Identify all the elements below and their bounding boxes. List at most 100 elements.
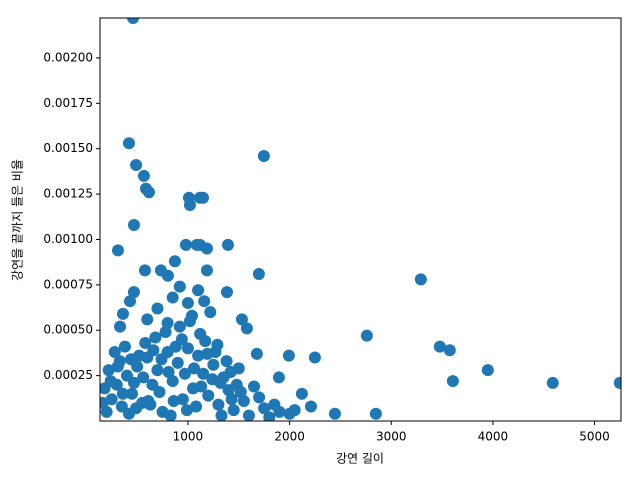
point: [100, 405, 113, 418]
point: [162, 365, 175, 378]
point: [173, 280, 186, 293]
point: [138, 264, 151, 277]
point: [237, 395, 250, 408]
point: [197, 367, 210, 380]
point: [161, 316, 174, 329]
point: [127, 18, 140, 24]
point: [186, 309, 199, 322]
point: [181, 342, 194, 355]
point: [161, 269, 174, 282]
point: [220, 286, 233, 299]
point: [200, 242, 213, 255]
y-tick-label: 0.00125: [43, 187, 93, 201]
point: [111, 244, 124, 257]
point: [308, 351, 321, 364]
point: [178, 367, 191, 380]
point: [130, 402, 143, 415]
point: [258, 402, 271, 415]
point: [155, 353, 168, 366]
point: [166, 291, 179, 304]
point: [100, 396, 109, 409]
point: [183, 198, 196, 211]
point: [190, 400, 203, 413]
x-tick-label: 4000: [478, 430, 509, 444]
point: [227, 404, 240, 417]
point: [613, 376, 621, 389]
point: [200, 264, 213, 277]
point: [181, 297, 194, 310]
point: [211, 338, 224, 351]
point: [126, 387, 139, 400]
point: [282, 349, 295, 362]
point: [176, 393, 189, 406]
point: [248, 380, 261, 393]
x-tick-label: 3000: [376, 430, 407, 444]
point: [116, 307, 129, 320]
point: [221, 238, 234, 251]
point: [414, 273, 427, 286]
point: [235, 313, 248, 326]
point: [225, 393, 238, 406]
y-tick-label: 0.00100: [43, 232, 93, 246]
point: [192, 284, 205, 297]
x-tick-label: 2000: [274, 430, 305, 444]
point: [168, 255, 181, 268]
point: [137, 169, 150, 182]
point: [220, 355, 233, 368]
point: [192, 349, 205, 362]
point: [272, 371, 285, 384]
point: [188, 362, 201, 375]
point: [123, 295, 136, 308]
point: [111, 360, 124, 373]
point: [242, 409, 255, 421]
point: [433, 340, 446, 353]
point: [149, 331, 162, 344]
y-tick-label: 0.00075: [43, 277, 93, 291]
point: [105, 393, 118, 406]
point: [153, 385, 166, 398]
x-tick-label: 1000: [173, 430, 204, 444]
point: [104, 375, 117, 388]
point: [141, 313, 154, 326]
point: [164, 409, 177, 421]
point: [151, 364, 164, 377]
point: [128, 376, 141, 389]
point: [360, 329, 373, 342]
point: [122, 137, 135, 150]
point: [443, 344, 456, 357]
point: [125, 353, 138, 366]
point: [207, 358, 220, 371]
point: [130, 159, 143, 172]
point: [142, 186, 155, 199]
y-tick-label: 0.00175: [43, 96, 93, 110]
point: [167, 395, 180, 408]
plot-area: [100, 18, 621, 421]
point: [446, 375, 459, 388]
point: [108, 346, 121, 359]
y-tick-label: 0.00025: [43, 368, 93, 382]
point: [173, 320, 186, 333]
y-tick-label: 0.00200: [43, 50, 93, 64]
point: [171, 356, 184, 369]
point: [127, 286, 140, 299]
point: [250, 347, 263, 360]
point: [328, 407, 341, 420]
point: [199, 335, 212, 348]
point: [224, 365, 237, 378]
point: [369, 407, 382, 420]
point: [212, 398, 225, 411]
y-tick-label: 0.00150: [43, 141, 93, 155]
point: [304, 400, 317, 413]
point: [196, 191, 209, 204]
point: [204, 306, 217, 319]
point: [195, 380, 208, 393]
x-tick-label: 5000: [579, 430, 610, 444]
x-axis-label: 강연 길이: [336, 452, 384, 466]
y-tick-label: 0.00050: [43, 323, 93, 337]
axes-frame: [99, 17, 622, 422]
point: [114, 320, 127, 333]
point: [288, 404, 301, 417]
point: [257, 149, 270, 162]
point: [137, 371, 150, 384]
